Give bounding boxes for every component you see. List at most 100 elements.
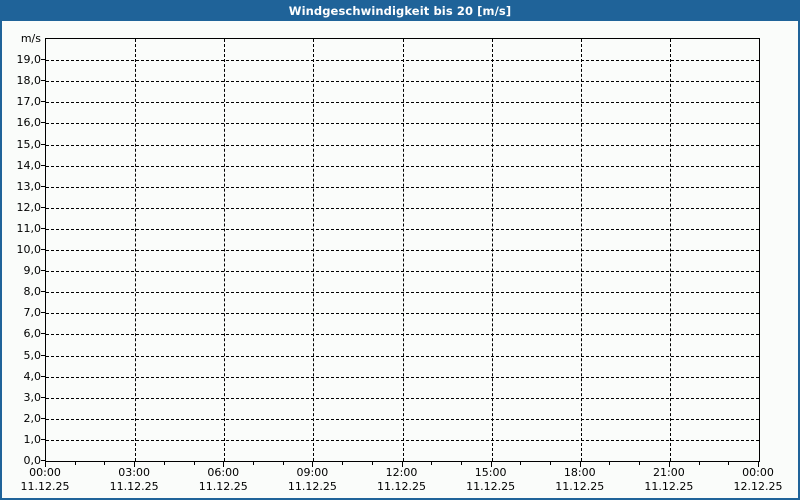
- y-axis-unit-label: m/s: [20, 32, 41, 45]
- y-axis-tick-label: 11,0: [16, 221, 42, 235]
- x-axis-tick-date: 11.12.25: [198, 480, 248, 493]
- y-axis-tick-mark: [41, 164, 45, 166]
- x-axis-tick-date: 11.12.25: [20, 480, 70, 493]
- x-axis-tick-time: 09:00: [296, 466, 329, 479]
- y-axis-tick-label: 7,0: [23, 306, 42, 320]
- x-axis-tick-mark-minor: [698, 462, 700, 465]
- x-axis-tick-mark-major: [401, 462, 403, 467]
- y-axis-tick-label: 10,0: [16, 243, 42, 256]
- y-axis-tick-mark: [41, 80, 45, 82]
- x-axis-tick-time: 21:00: [653, 466, 685, 479]
- x-axis-tick-mark-minor: [193, 462, 195, 465]
- page-title: Windgeschwindigkeit bis 20 [m/s]: [288, 3, 512, 18]
- plot-area: [45, 38, 760, 462]
- y-axis-tick-mark: [41, 206, 45, 208]
- y-axis-tick-mark: [41, 249, 45, 250]
- y-axis-tick-label: 1,0: [23, 432, 42, 446]
- x-axis-tick-mark-minor: [74, 462, 76, 465]
- window-title-bar: Windgeschwindigkeit bis 20 [m/s]: [0, 0, 800, 21]
- x-axis-tick-date: 11.12.25: [109, 480, 159, 493]
- x-axis-tick-date: 11.12.25: [466, 480, 516, 493]
- y-axis-tick-label: 8,0: [23, 285, 42, 299]
- x-axis-tick-mark-minor: [104, 462, 106, 465]
- y-axis-tick-label: 16,0: [16, 116, 42, 130]
- y-axis-tick-mark: [41, 438, 45, 440]
- y-axis-tick-mark: [41, 101, 45, 103]
- gridline-vertical: [669, 39, 671, 461]
- x-axis-tick-date: 11.12.25: [555, 480, 605, 493]
- y-axis-tick-label: 13,0: [16, 179, 42, 193]
- y-axis-tick-mark: [41, 354, 45, 356]
- data-series-layer: [46, 39, 759, 461]
- y-axis-tick-label: 17,0: [16, 95, 42, 109]
- y-axis-tick-label: 19,0: [16, 53, 42, 67]
- y-axis-tick-mark: [41, 122, 45, 124]
- x-axis-tick-label: 00:00 11.12.25: [21, 466, 70, 494]
- y-axis-tick-mark: [41, 417, 45, 419]
- x-axis-tick-mark-minor: [550, 462, 552, 465]
- x-axis-tick-mark-minor: [460, 462, 462, 465]
- y-axis-tick-mark: [41, 291, 45, 293]
- x-axis-tick-label: 00:00 12.12.25: [734, 466, 783, 494]
- x-axis-tick-time: 00:00: [742, 466, 774, 479]
- x-axis-tick-date: 11.12.25: [644, 480, 694, 493]
- gridline-vertical: [135, 39, 137, 461]
- y-axis-tick-mark: [41, 375, 45, 377]
- x-axis-tick-label: 09:00 11.12.25: [288, 466, 337, 494]
- y-axis-tick-mark: [41, 396, 45, 398]
- y-axis-tick-mark: [41, 59, 45, 61]
- x-axis-tick-mark-minor: [431, 462, 433, 465]
- x-axis-tick-mark-major: [490, 462, 492, 467]
- x-axis-tick-mark-minor: [520, 462, 522, 465]
- x-axis-tick-time: 03:00: [118, 466, 150, 479]
- x-axis-tick-mark-minor: [252, 462, 254, 465]
- x-axis-tick-date: 11.12.25: [287, 480, 337, 493]
- x-axis-tick-label: 03:00 11.12.25: [110, 466, 159, 494]
- y-axis-tick-label: 3,0: [23, 390, 42, 404]
- y-axis-tick-label: 18,0: [16, 74, 42, 88]
- x-axis-tick-mark-minor: [609, 462, 611, 465]
- y-axis-tick-mark: [41, 143, 45, 145]
- gridline-vertical: [402, 39, 404, 461]
- x-axis-tick-mark-major: [223, 462, 225, 467]
- x-axis-tick-mark-major: [579, 462, 581, 467]
- x-axis-tick-mark-minor: [639, 462, 641, 465]
- x-axis-tick-time: 15:00: [474, 466, 507, 479]
- x-axis-tick-time: 06:00: [207, 466, 240, 479]
- x-axis-tick-mark-minor: [163, 462, 165, 465]
- x-axis-tick-time: 00:00: [29, 466, 61, 479]
- gridline-vertical: [224, 39, 226, 461]
- x-axis-tick-time: 12:00: [385, 466, 418, 479]
- y-axis-tick-mark: [41, 460, 45, 461]
- x-axis-tick-label: 06:00 11.12.25: [199, 466, 248, 494]
- y-axis-tick-mark: [41, 312, 45, 314]
- y-axis-tick-mark: [41, 227, 45, 229]
- x-axis-tick-mark-minor: [282, 462, 284, 465]
- y-axis-tick-mark: [41, 185, 45, 187]
- x-axis-tick-mark-major: [312, 462, 314, 467]
- y-axis-tick-label: 14,0: [16, 158, 42, 172]
- x-axis-tick-mark-major: [45, 462, 46, 467]
- gridline-vertical: [491, 39, 493, 461]
- x-axis-tick-mark-minor: [728, 462, 730, 465]
- x-axis-tick-mark-major: [134, 462, 136, 467]
- x-axis-tick-label: 12:00 11.12.25: [377, 466, 426, 494]
- x-axis-tick-time: 18:00: [563, 466, 596, 479]
- y-axis-tick-mark: [41, 333, 45, 335]
- y-axis-tick-label: 6,0: [23, 327, 42, 341]
- gridline-vertical: [580, 39, 582, 461]
- x-axis-tick-date: 12.12.25: [733, 480, 783, 493]
- x-axis-tick-label: 21:00 11.12.25: [644, 466, 693, 494]
- y-axis-tick-label: 12,0: [16, 200, 42, 214]
- y-axis-tick-label: 4,0: [23, 369, 42, 383]
- y-axis-tick-mark: [41, 270, 45, 272]
- x-axis-tick-label: 18:00 11.12.25: [555, 466, 604, 494]
- x-axis-tick-mark-minor: [342, 462, 344, 465]
- y-axis-tick-label: 9,0: [23, 264, 42, 278]
- y-axis-tick-label: 2,0: [23, 411, 42, 425]
- x-axis-tick-mark-minor: [371, 462, 373, 465]
- y-axis-tick-label: 15,0: [16, 137, 42, 151]
- x-axis-tick-date: 11.12.25: [377, 480, 426, 493]
- y-axis-tick-label: 5,0: [23, 348, 42, 362]
